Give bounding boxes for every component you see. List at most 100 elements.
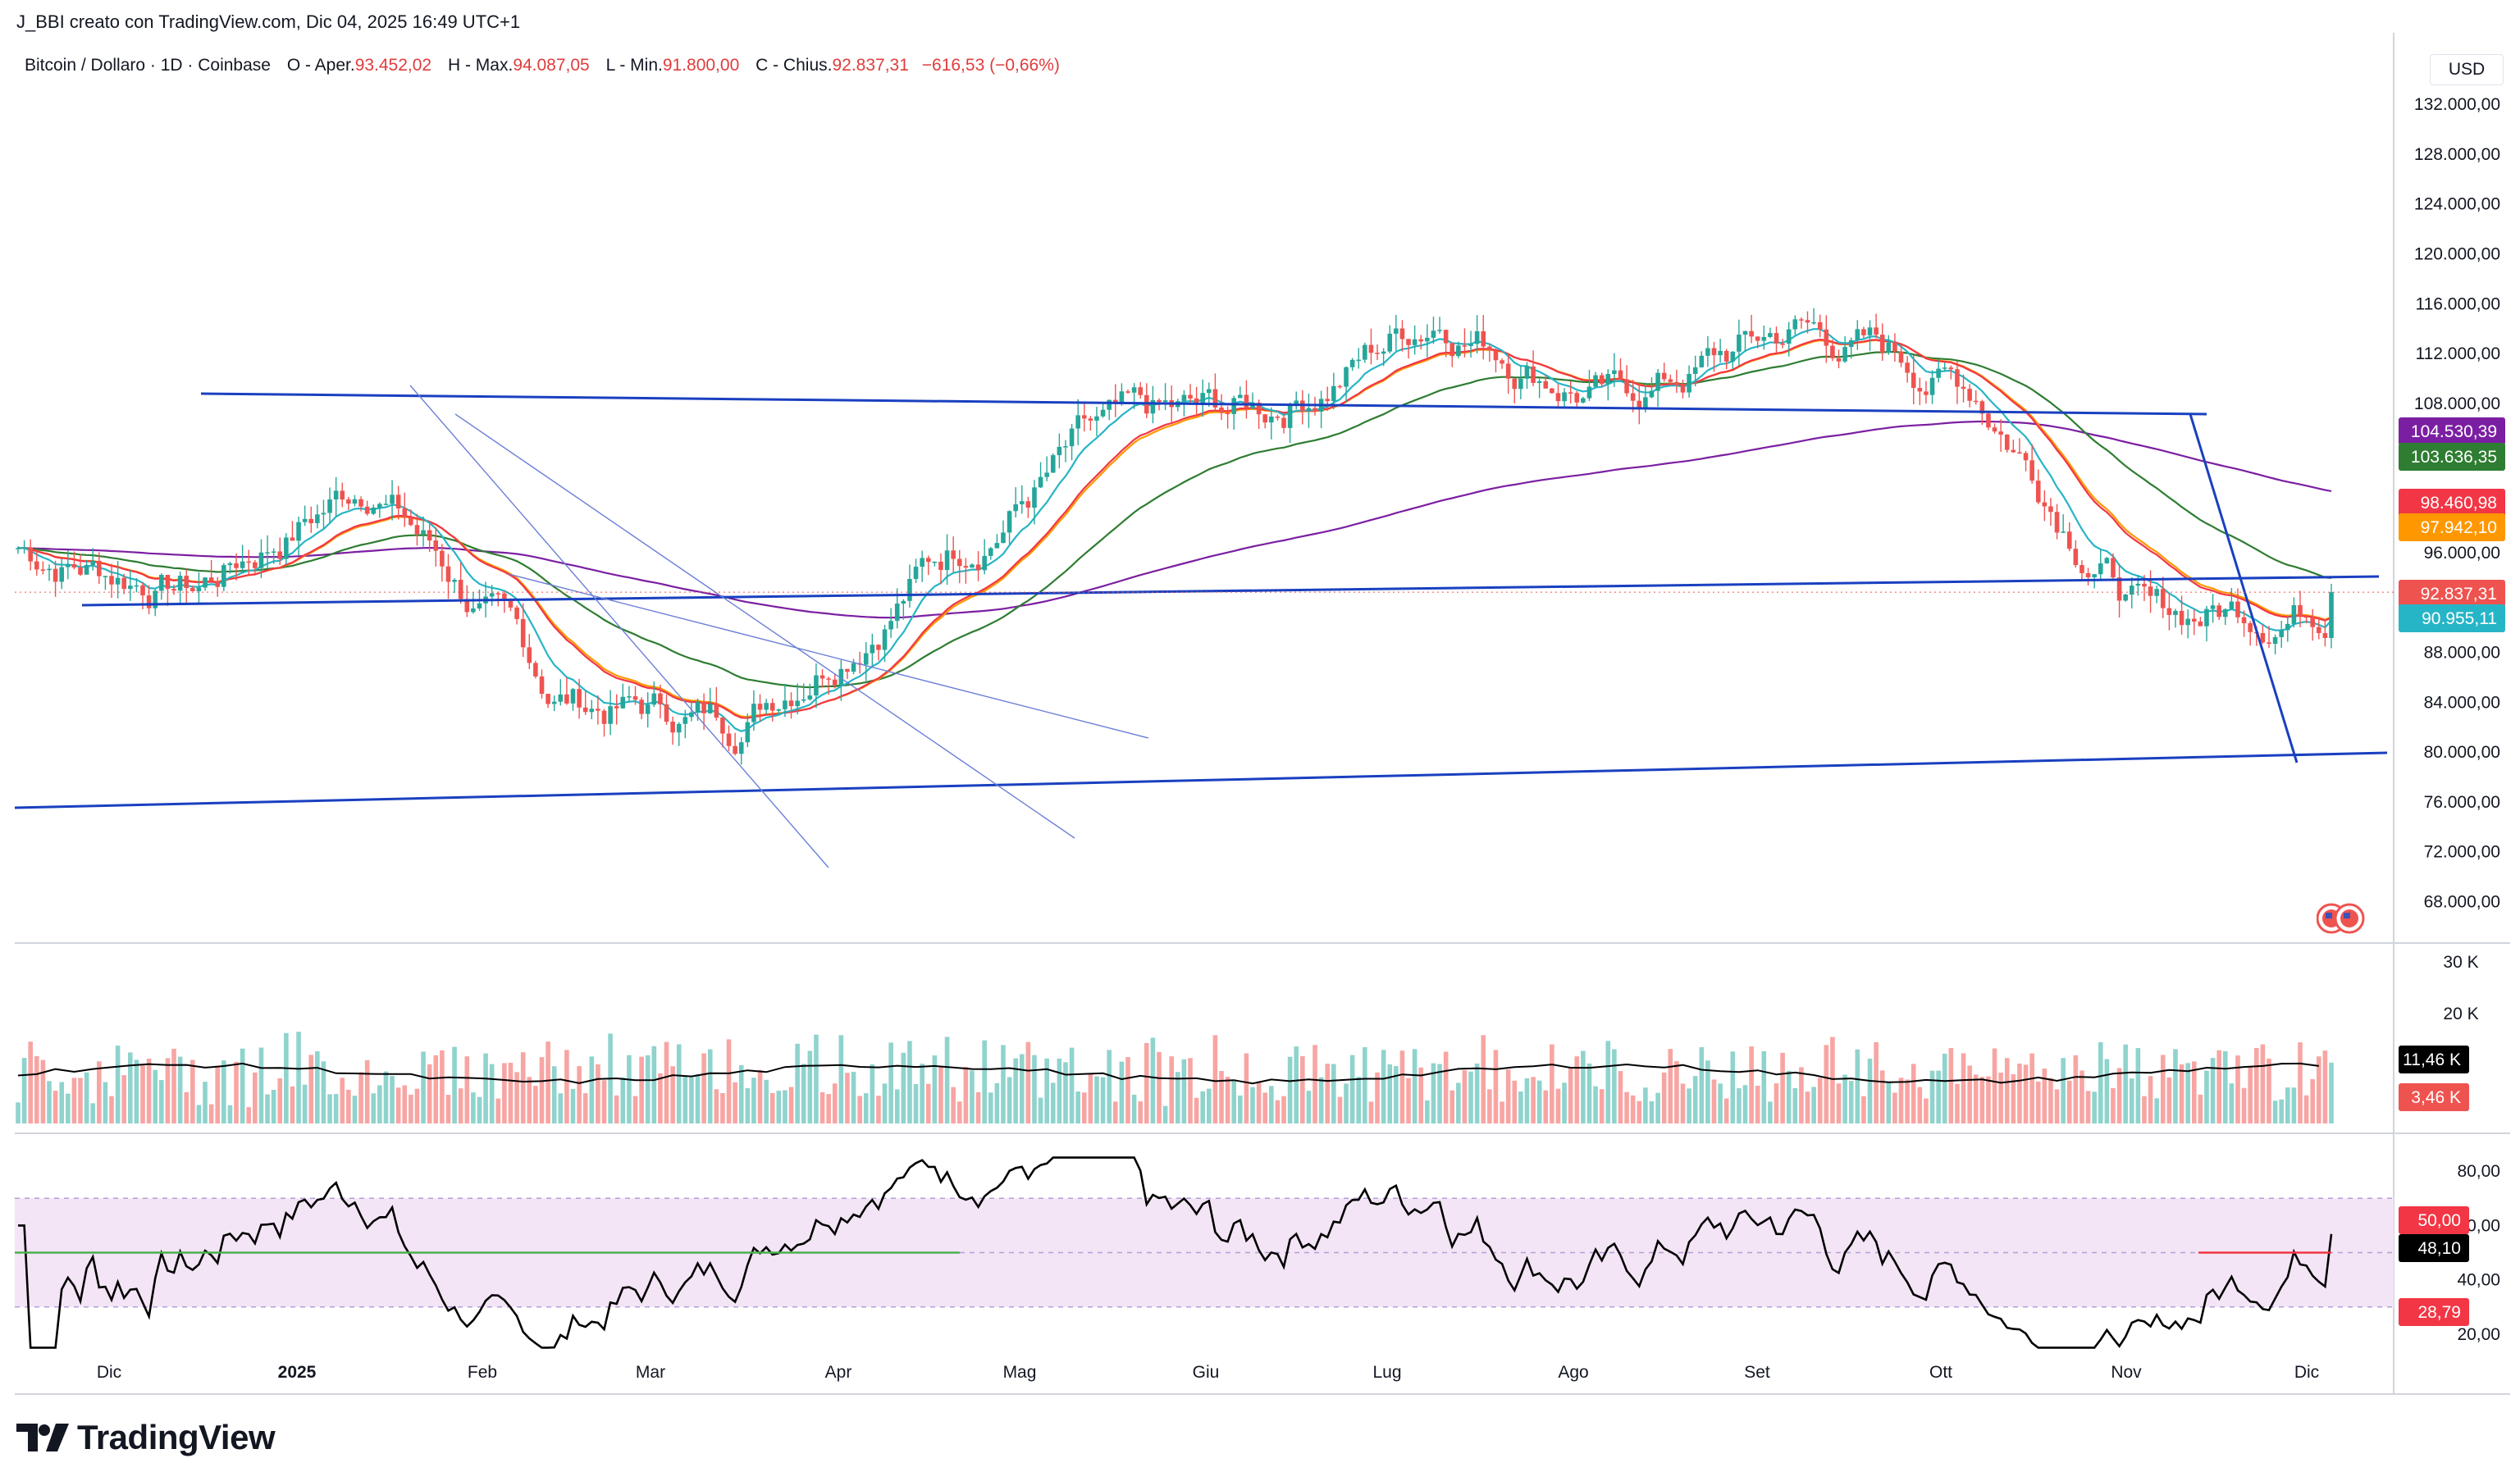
candle-body [2017, 452, 2022, 453]
candle-body [1618, 370, 1623, 380]
candle-body [951, 550, 956, 559]
volume-bar [2303, 1095, 2309, 1123]
rsi-tick-label: 40,00 [2457, 1271, 2500, 1290]
volume-bar [664, 1041, 669, 1123]
volume-bar [1487, 1089, 1492, 1123]
volume-bar [2035, 1081, 2041, 1123]
volume-bar [1081, 1092, 1087, 1123]
candle-body [2166, 608, 2172, 615]
volume-bar [2191, 1061, 2197, 1123]
time-tick-label: Ago [1558, 1363, 1588, 1382]
close-value: 92.837,31 [832, 56, 909, 75]
volume-bar [764, 1079, 769, 1123]
candle-body [720, 718, 725, 734]
candle-body [1674, 381, 1679, 385]
volume-bar [1474, 1063, 1480, 1123]
candle-body [1581, 398, 1586, 403]
candle-body [1381, 351, 1386, 354]
candle-body [2241, 617, 2247, 623]
price-badge-bg [2399, 604, 2505, 632]
volume-bar [1992, 1048, 1997, 1123]
candle-body [1256, 403, 1262, 415]
candle-body [16, 548, 21, 549]
close-label: C - Chius. [756, 56, 833, 75]
candle-body [596, 709, 600, 711]
symbol-name[interactable]: Bitcoin / Dollaro · 1D · Coinbase [25, 56, 271, 75]
candle-body [128, 586, 133, 590]
volume-bar [477, 1096, 482, 1123]
rsi-badge-bg [2399, 1206, 2469, 1234]
volume-bar [982, 1040, 987, 1123]
volume-bar [28, 1041, 34, 1123]
candle-body [445, 566, 451, 582]
candle-body [938, 561, 943, 571]
candle-body [246, 561, 252, 563]
volume-bar [290, 1086, 295, 1123]
candle-body [34, 561, 39, 570]
volume-bar [845, 1073, 850, 1123]
currency-button[interactable]: USD [2430, 54, 2504, 85]
candle-body [1761, 336, 1767, 341]
candle-body [265, 552, 270, 554]
candle-body [1063, 446, 1068, 448]
volume-bar [458, 1088, 463, 1123]
volume-bar [1848, 1081, 1854, 1123]
volume-bar [21, 1057, 27, 1123]
volume-bar [963, 1066, 969, 1123]
candle-body [1456, 345, 1461, 357]
candle-body [1531, 366, 1536, 384]
candle-body [546, 694, 550, 704]
volume-bar [2154, 1098, 2159, 1123]
volume-bar [2104, 1059, 2110, 1123]
volume-bar [776, 1091, 782, 1123]
volume-bar [502, 1063, 507, 1123]
candle-body [682, 717, 688, 724]
candle-body [1799, 319, 1804, 321]
time-tick-label: Mar [636, 1363, 665, 1382]
volume-bar [66, 1093, 71, 1123]
candle-body [2303, 616, 2309, 618]
ema-50-line [17, 351, 2332, 689]
volume-bar [1792, 1087, 1798, 1123]
candle-body [1643, 397, 1648, 410]
candle-body [464, 599, 470, 613]
candle-body [508, 598, 514, 608]
candle-body [801, 699, 806, 701]
time-axis[interactable]: Dic 2025 Feb Mar Apr Mag Giu Lug Ago Set Ott Nov Dic [97, 1363, 2319, 1382]
candle-body [277, 551, 283, 559]
volume-bar [1325, 1064, 1331, 1123]
volume-bar [863, 1093, 869, 1123]
candle-body [2248, 622, 2253, 632]
volume-bar [1200, 1091, 1206, 1123]
volume-bar [1543, 1090, 1549, 1123]
candle-body [1824, 329, 1829, 346]
tradingview-logo-text: TradingView [77, 1418, 276, 1456]
volume-bar [1418, 1067, 1424, 1123]
volume-bar [1774, 1083, 1779, 1123]
volume-bar [1269, 1086, 1274, 1123]
candle-body [321, 513, 326, 515]
candle-body [589, 709, 595, 713]
volume-bar [1680, 1083, 1686, 1123]
price-axis[interactable]: 132.000,00 128.000,00 124.000,00 120.000,00… [2414, 95, 2500, 1344]
volume-bar [495, 1098, 501, 1123]
volume-bar [315, 1050, 320, 1123]
candle-body [2298, 604, 2303, 617]
volume-bar [533, 1086, 538, 1123]
candle-body [1805, 320, 1810, 323]
volume-bar [2073, 1055, 2079, 1123]
volume-bar [1381, 1050, 1386, 1123]
candle-body [1481, 330, 1486, 347]
volume-bar [2204, 1070, 2209, 1123]
volume-bar [402, 1085, 408, 1123]
candle-body [1524, 366, 1530, 379]
events-icon[interactable] [2317, 900, 2366, 936]
candle-body [2204, 608, 2209, 627]
candle-body [115, 577, 121, 585]
tradingview-logo[interactable]: TradingView [16, 1417, 276, 1458]
volume-bar [1468, 1071, 1473, 1123]
volume-bar [1144, 1042, 1149, 1123]
volume-bar [2098, 1041, 2103, 1123]
candle-body [1742, 330, 1748, 335]
